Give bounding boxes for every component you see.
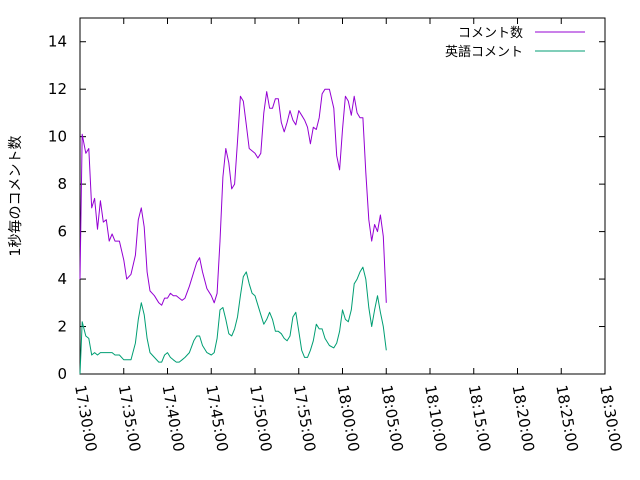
y-axis-title: 1秒毎のコメント数: [8, 136, 24, 257]
y-tick-label: 6: [57, 223, 67, 241]
y-tick-label: 2: [57, 318, 67, 336]
x-tick-label: 17:45:00: [202, 384, 231, 453]
y-tick-label: 0: [57, 365, 67, 383]
x-axis: 17:30:00 17:35:00 17:40:00 17:45:00 17:50:00…: [71, 18, 625, 453]
x-tick-label: 18:05:00: [377, 384, 406, 453]
plot-frame: [79, 17, 606, 375]
x-tick-label: 17:30:00: [71, 384, 100, 453]
series-line-comments: [79, 88, 387, 306]
y-tick-label: 4: [57, 270, 67, 288]
y-tick-label: 14: [48, 33, 67, 51]
x-tick-label: 17:35:00: [115, 384, 144, 453]
legend-label: 英語コメント: [445, 44, 523, 60]
y-tick-label: 12: [48, 80, 67, 98]
y-tick-label: 10: [48, 128, 67, 146]
series-line-english-comments: [79, 266, 387, 375]
x-tick-label: 18:10:00: [421, 384, 450, 453]
x-tick-label: 18:20:00: [509, 384, 538, 453]
series-layer: [79, 88, 387, 375]
x-tick-label: 18:00:00: [334, 384, 363, 453]
x-tick-label: 17:50:00: [246, 384, 275, 453]
x-tick-label: 17:55:00: [290, 384, 319, 453]
legend-label: コメント数: [458, 26, 523, 41]
y-axis: 0 2 4 6 8 10 12 14: [48, 33, 605, 383]
x-tick-label: 18:25:00: [552, 384, 581, 453]
x-tick-label: 18:30:00: [596, 384, 625, 453]
y-tick-label: 8: [57, 175, 67, 193]
x-tick-label: 18:15:00: [465, 384, 494, 453]
x-tick-label: 17:40:00: [159, 384, 188, 453]
